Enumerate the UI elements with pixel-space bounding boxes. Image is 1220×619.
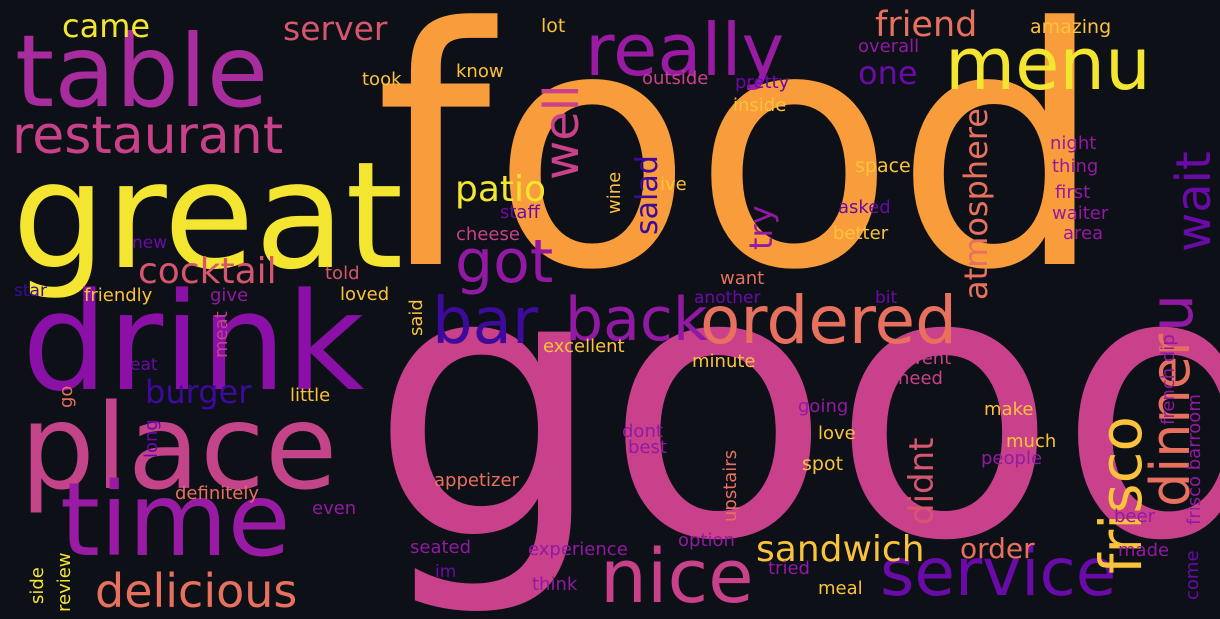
word-food: food [375, 0, 1105, 342]
word-love: love [818, 423, 856, 444]
word-place: place [20, 378, 338, 516]
word-wait: wait [1166, 151, 1220, 252]
word-meat: meat [211, 311, 232, 358]
word-friend: friend [875, 5, 978, 45]
word-side: side [27, 567, 48, 604]
word-ordered: ordered [700, 282, 958, 359]
word-staff: staff [500, 202, 540, 223]
word-try: try [742, 205, 780, 250]
word-appetizer: appetizer [434, 470, 519, 491]
word-wine: wine [604, 171, 625, 214]
word-bit: bit [875, 288, 898, 308]
word-area: area [1063, 223, 1104, 244]
word-much: much [1006, 431, 1057, 452]
word-took: took [362, 69, 402, 90]
word-told: told [325, 263, 360, 284]
word-didnt: didnt [902, 437, 942, 526]
word-server: server [283, 9, 388, 48]
word-atmosphere: atmosphere [957, 108, 995, 300]
word-back: back [565, 285, 708, 355]
word-want: want [720, 268, 765, 289]
word-thing: thing [1052, 156, 1099, 177]
word-go: go [56, 385, 77, 408]
word-upstairs: upstairs [720, 449, 741, 522]
word-drink: drink [22, 264, 365, 421]
word-excellent: excellent [543, 336, 625, 357]
word-friendly: friendly [84, 285, 153, 306]
word-menu: menu [945, 22, 1151, 106]
word-delicious: delicious [95, 564, 298, 618]
word-went: went [907, 348, 952, 369]
word-minute: minute [692, 351, 756, 372]
word-really: really [585, 8, 785, 92]
word-burger: burger [145, 373, 252, 411]
word-space: space [855, 155, 911, 177]
word-pretty: pretty [735, 72, 790, 93]
word-im: im [435, 562, 457, 582]
word-table: table [15, 13, 269, 130]
word-inside: inside [733, 95, 787, 116]
word-lot: lot [541, 15, 566, 37]
word-good: good [370, 192, 1220, 619]
word-sandwich: sandwich [756, 529, 925, 570]
word-ive: ive [660, 174, 687, 195]
word-even: even [312, 498, 357, 519]
word-first: first [1055, 182, 1091, 203]
word-patio: patio [455, 169, 547, 210]
word-cheese: cheese [456, 224, 520, 245]
word-come: come [1182, 550, 1203, 600]
word-salad: salad [630, 155, 665, 235]
word-definitely: definitely [175, 483, 260, 504]
word-great: great [12, 130, 404, 302]
word-said: said [406, 299, 427, 336]
word-eat: eat [130, 355, 158, 375]
word-star: star [14, 281, 47, 301]
word-long: long [141, 419, 162, 458]
word-came: came [62, 7, 151, 45]
word-think: think [532, 574, 578, 595]
word-french-dip: french dip [1158, 334, 1179, 425]
word-cocktail: cocktail [138, 251, 277, 292]
word-dont: dont [622, 421, 663, 442]
word-new: new [132, 233, 168, 253]
word-best: best [628, 437, 667, 458]
word-people: people [981, 448, 1043, 469]
word-night: night [1050, 133, 1097, 154]
word-spot: spot [802, 453, 844, 475]
word-need: need [898, 368, 943, 389]
word-time: time [60, 461, 291, 580]
word-review: review [54, 552, 75, 612]
word-beer: beer [1114, 506, 1155, 527]
word-amazing: amazing [1030, 16, 1112, 38]
word-service: service [880, 534, 1117, 611]
word-little: little [290, 385, 331, 406]
word-loved: loved [340, 284, 390, 305]
word-going: going [798, 396, 849, 417]
word-u: u [1137, 293, 1207, 332]
word-restaurant: restaurant [12, 106, 284, 166]
word-option: option [678, 530, 735, 551]
word-know: know [456, 61, 504, 82]
word-overall: overall [858, 36, 920, 57]
word-meal: meal [818, 578, 863, 599]
word-frisco-barroom: frisco barroom [1184, 394, 1205, 525]
word-asked: asked [838, 197, 891, 218]
word-another: another [694, 288, 761, 308]
word-seated: seated [410, 537, 472, 558]
word-nice: nice [600, 534, 754, 619]
word-make: make [984, 399, 1034, 420]
word-outside: outside [642, 68, 709, 89]
word-experience: experience [528, 539, 628, 560]
word-well: well [534, 84, 590, 180]
word-made: made [1118, 540, 1170, 561]
word-better: better [833, 223, 889, 244]
word-tried: tried [768, 558, 810, 579]
word-bar: bar [432, 285, 539, 359]
word-one: one [858, 54, 918, 92]
word-give: give [210, 285, 249, 306]
word-waiter: waiter [1052, 203, 1109, 224]
word-got: got [455, 227, 554, 297]
word-order: order [960, 532, 1035, 565]
